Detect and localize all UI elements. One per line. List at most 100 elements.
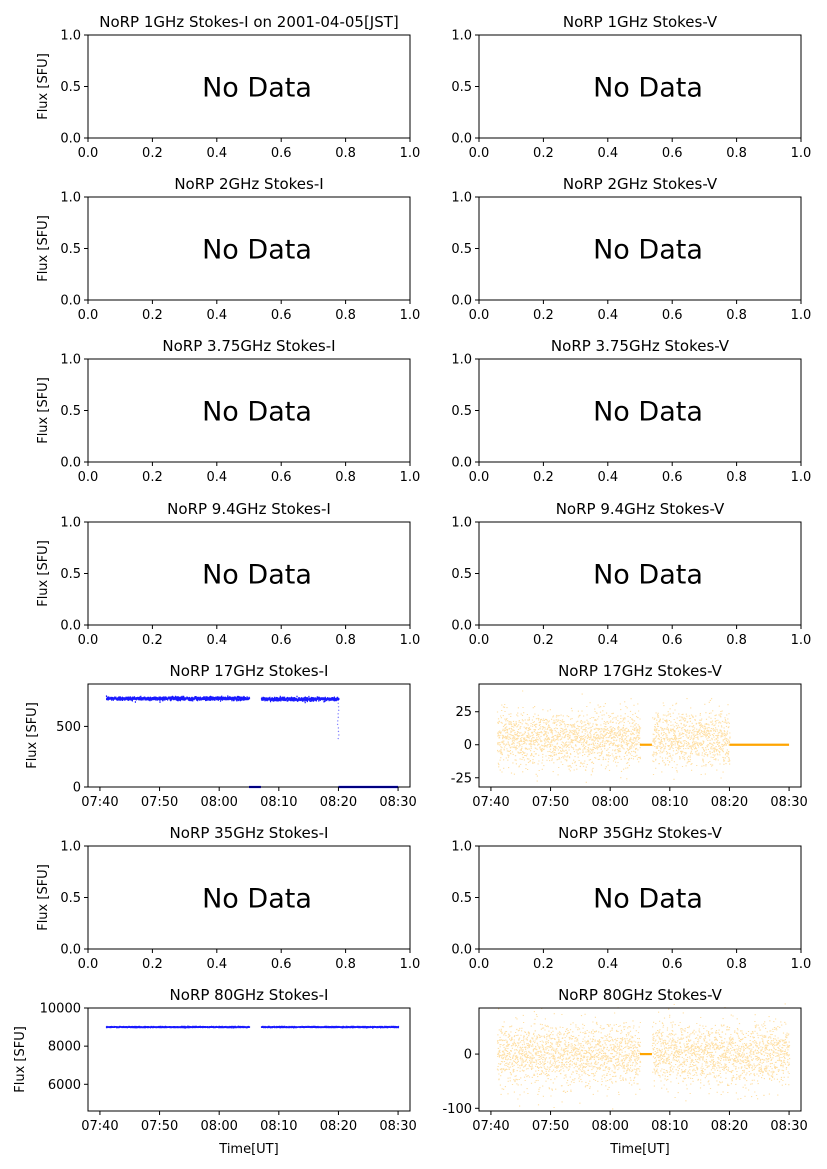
y-axis-label: Flux [SFU] <box>13 1026 28 1093</box>
y-tick-label: 6000 <box>48 1078 81 1093</box>
x-tick-label: 0.8 <box>726 957 747 972</box>
x-tick-label: 08:30 <box>379 795 416 810</box>
no-data-label: No Data <box>202 235 312 266</box>
plot-frame <box>87 683 411 788</box>
plot-frame <box>87 1007 411 1112</box>
y-tick-label: 0.5 <box>451 242 472 257</box>
x-tick-label: 0.6 <box>662 146 683 161</box>
panel-title: NoRP 35GHz Stokes-I <box>170 824 329 842</box>
drop-point <box>337 737 339 740</box>
panel-title: NoRP 17GHz Stokes-V <box>558 662 723 680</box>
drop-point <box>336 723 339 726</box>
drop-point <box>337 727 340 729</box>
x-tick-label: 1.0 <box>400 957 421 972</box>
drop-point <box>338 734 340 736</box>
no-data-label: No Data <box>202 397 312 428</box>
no-data-label: No Data <box>593 884 703 915</box>
y-tick-label: 10000 <box>40 1002 81 1017</box>
y-tick-label: 0.0 <box>451 943 472 958</box>
y-tick-label: 1.0 <box>60 191 81 206</box>
x-tick-label: 07:50 <box>141 1119 178 1134</box>
x-tick-label: 08:30 <box>379 1119 416 1134</box>
panel-p4v: NoRP 9.4GHz Stokes-V No Data 0.0 0.2 0.4 0.6 0… <box>451 500 811 648</box>
y-axis-label: Flux [SFU] <box>36 215 51 282</box>
panel-p7v: NoRP 80GHz Stokes-V 07:40 07:50 08:00 08:10 0… <box>442 986 807 1157</box>
x-tick-label: 07:50 <box>532 1119 569 1134</box>
x-tick-label: 0.6 <box>271 633 292 648</box>
x-tick-label: 08:10 <box>260 795 297 810</box>
y-tick-label: 1.0 <box>451 840 472 855</box>
x-tick-label: 0.6 <box>271 308 292 323</box>
x-tick-label: 0.6 <box>271 146 292 161</box>
x-tick-label: 0.2 <box>533 470 554 485</box>
panel-title: NoRP 9.4GHz Stokes-I <box>167 500 331 518</box>
x-tick-label: 08:10 <box>260 1119 297 1134</box>
x-tick-label: 0.0 <box>469 633 490 648</box>
y-tick-label: 0.5 <box>60 404 81 419</box>
x-tick-label: 0.8 <box>726 146 747 161</box>
panel-title: NoRP 1GHz Stokes-I on 2001-04-05[JST] <box>99 13 399 31</box>
data-series <box>105 1025 400 1029</box>
no-data-label: No Data <box>202 73 312 104</box>
x-tick-label: 08:00 <box>200 795 237 810</box>
panel-title: NoRP 17GHz Stokes-I <box>170 662 329 680</box>
panel-p5i: NoRP 17GHz Stokes-I Flux [SFU] 07:40 07:50 0… <box>25 662 417 810</box>
x-tick-label: 0.8 <box>726 633 747 648</box>
x-tick-label: 0.2 <box>533 308 554 323</box>
point-cloud-0 <box>105 695 251 703</box>
x-tick-label: 0.4 <box>206 633 227 648</box>
panel-title: NoRP 2GHz Stokes-I <box>174 175 323 193</box>
x-tick-label: 0.6 <box>271 470 292 485</box>
x-tick-label: 08:00 <box>591 1119 628 1134</box>
plot-frame <box>478 683 802 788</box>
x-tick-label: 08:00 <box>591 795 628 810</box>
x-tick-label: 0.4 <box>206 308 227 323</box>
panel-title: NoRP 35GHz Stokes-V <box>558 824 723 842</box>
y-tick-label: 0.0 <box>60 619 81 634</box>
y-tick-label: 0.5 <box>451 567 472 582</box>
x-tick-label: 0.0 <box>78 146 99 161</box>
drop-point <box>337 699 340 701</box>
point-cloud-1 <box>651 1003 791 1102</box>
x-tick-label: 0.2 <box>533 146 554 161</box>
y-tick-label: 0.5 <box>60 567 81 582</box>
x-tick-label: 0.2 <box>142 308 163 323</box>
y-tick-label: 0.0 <box>451 619 472 634</box>
plot-frame <box>478 1007 802 1112</box>
panel-p1v: NoRP 1GHz Stokes-V No Data 0.0 0.2 0.4 0.6 0.8… <box>451 13 811 161</box>
x-tick-label: 07:50 <box>532 795 569 810</box>
panel-p3i: NoRP 3.75GHz Stokes-I Flux [SFU] No Data 0.… <box>36 337 420 485</box>
y-tick-label: 1.0 <box>60 353 81 368</box>
x-axis-label: Time[UT] <box>218 1142 278 1157</box>
x-tick-label: 0.8 <box>335 957 356 972</box>
x-tick-label: 0.6 <box>662 470 683 485</box>
y-tick-label: -100 <box>442 1102 472 1117</box>
x-tick-label: 1.0 <box>400 470 421 485</box>
no-data-label: No Data <box>593 73 703 104</box>
x-tick-label: 07:50 <box>141 795 178 810</box>
x-tick-label: 0.6 <box>662 957 683 972</box>
panel-title: NoRP 3.75GHz Stokes-I <box>162 337 335 355</box>
point-cloud-1 <box>260 695 340 704</box>
panel-title: NoRP 80GHz Stokes-V <box>558 986 723 1004</box>
x-tick-label: 0.0 <box>78 633 99 648</box>
data-series <box>496 1003 791 1110</box>
x-tick-label: 0.8 <box>335 146 356 161</box>
x-tick-label: 0.4 <box>597 633 618 648</box>
no-data-label: No Data <box>202 884 312 915</box>
y-tick-label: 0 <box>73 781 81 796</box>
x-tick-label: 08:20 <box>711 1119 748 1134</box>
panel-p4i: NoRP 9.4GHz Stokes-I Flux [SFU] No Data 0.0… <box>36 500 420 648</box>
x-tick-label: 0.4 <box>597 470 618 485</box>
x-tick-label: 0.2 <box>142 470 163 485</box>
x-tick-label: 1.0 <box>400 308 421 323</box>
x-axis-label: Time[UT] <box>609 1142 669 1157</box>
y-tick-label: 0 <box>464 1048 472 1063</box>
panel-title: NoRP 2GHz Stokes-V <box>563 175 718 193</box>
x-tick-label: 0.6 <box>271 957 292 972</box>
y-tick-label: 0.0 <box>60 294 81 309</box>
y-tick-label: 1.0 <box>451 353 472 368</box>
y-tick-label: 500 <box>56 720 81 735</box>
x-tick-label: 0.4 <box>597 957 618 972</box>
y-tick-label: 0.0 <box>60 456 81 471</box>
